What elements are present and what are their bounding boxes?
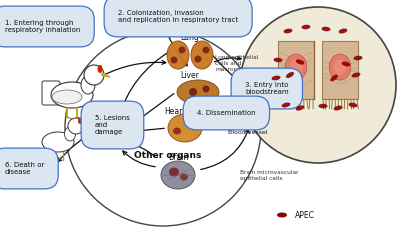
Ellipse shape bbox=[286, 72, 294, 78]
Circle shape bbox=[68, 118, 84, 134]
Ellipse shape bbox=[169, 168, 179, 176]
Ellipse shape bbox=[42, 132, 74, 152]
Ellipse shape bbox=[64, 127, 76, 141]
Text: 3. Entry into
bloodstream: 3. Entry into bloodstream bbox=[245, 82, 289, 95]
Ellipse shape bbox=[189, 88, 197, 96]
Ellipse shape bbox=[161, 161, 195, 189]
Ellipse shape bbox=[51, 82, 93, 108]
Ellipse shape bbox=[177, 80, 219, 104]
FancyBboxPatch shape bbox=[42, 81, 60, 105]
Text: 5. Lesions
and
damage: 5. Lesions and damage bbox=[95, 115, 130, 135]
Ellipse shape bbox=[330, 75, 338, 81]
Ellipse shape bbox=[202, 85, 210, 92]
Ellipse shape bbox=[339, 29, 347, 33]
Text: Blood vessel: Blood vessel bbox=[228, 129, 268, 135]
Ellipse shape bbox=[167, 41, 189, 69]
Ellipse shape bbox=[81, 76, 95, 94]
Ellipse shape bbox=[348, 103, 358, 107]
Ellipse shape bbox=[296, 59, 304, 65]
Ellipse shape bbox=[284, 29, 292, 33]
Ellipse shape bbox=[178, 47, 186, 54]
Ellipse shape bbox=[329, 54, 351, 80]
Ellipse shape bbox=[173, 128, 181, 135]
Ellipse shape bbox=[170, 56, 178, 63]
Ellipse shape bbox=[227, 113, 259, 127]
Ellipse shape bbox=[318, 104, 328, 108]
Ellipse shape bbox=[285, 54, 307, 80]
Ellipse shape bbox=[296, 105, 304, 111]
Ellipse shape bbox=[334, 106, 342, 110]
Text: Brain microvascular
epithelial cells: Brain microvascular epithelial cells bbox=[240, 170, 298, 181]
Text: APEC: APEC bbox=[295, 211, 315, 219]
Ellipse shape bbox=[186, 121, 194, 128]
Text: Lung: Lung bbox=[181, 33, 199, 41]
Ellipse shape bbox=[274, 58, 282, 62]
Ellipse shape bbox=[352, 73, 360, 77]
Ellipse shape bbox=[354, 56, 362, 60]
Polygon shape bbox=[82, 124, 88, 128]
Ellipse shape bbox=[322, 27, 330, 31]
Text: Heart: Heart bbox=[164, 106, 186, 116]
Ellipse shape bbox=[282, 102, 290, 107]
Text: 6. Death or
disease: 6. Death or disease bbox=[5, 162, 44, 175]
FancyBboxPatch shape bbox=[322, 41, 358, 99]
Ellipse shape bbox=[168, 114, 202, 142]
Text: Lung epithelial
cells and
macrophages: Lung epithelial cells and macrophages bbox=[215, 55, 258, 72]
Ellipse shape bbox=[191, 41, 213, 69]
Text: Brain: Brain bbox=[168, 154, 188, 162]
Text: 2. Colonization, invasion
and replication in respiratory tract: 2. Colonization, invasion and replicatio… bbox=[118, 10, 238, 23]
Text: Other organs: Other organs bbox=[134, 150, 202, 160]
Ellipse shape bbox=[246, 115, 260, 125]
Ellipse shape bbox=[290, 59, 302, 75]
Ellipse shape bbox=[342, 62, 350, 66]
Ellipse shape bbox=[98, 65, 102, 73]
Circle shape bbox=[84, 65, 104, 85]
Ellipse shape bbox=[334, 59, 346, 75]
Ellipse shape bbox=[302, 25, 310, 29]
Ellipse shape bbox=[180, 173, 188, 180]
Ellipse shape bbox=[194, 55, 202, 62]
Text: 4. Dissemination: 4. Dissemination bbox=[197, 110, 256, 116]
Ellipse shape bbox=[202, 47, 210, 54]
Ellipse shape bbox=[272, 76, 280, 80]
Circle shape bbox=[240, 7, 396, 163]
Ellipse shape bbox=[78, 118, 82, 124]
Text: Liver: Liver bbox=[180, 72, 200, 80]
Text: 1. Entering through
respiratory inhalation: 1. Entering through respiratory inhalati… bbox=[5, 20, 80, 33]
Ellipse shape bbox=[277, 212, 287, 217]
Ellipse shape bbox=[52, 90, 82, 104]
FancyBboxPatch shape bbox=[278, 41, 314, 99]
Polygon shape bbox=[102, 73, 110, 77]
